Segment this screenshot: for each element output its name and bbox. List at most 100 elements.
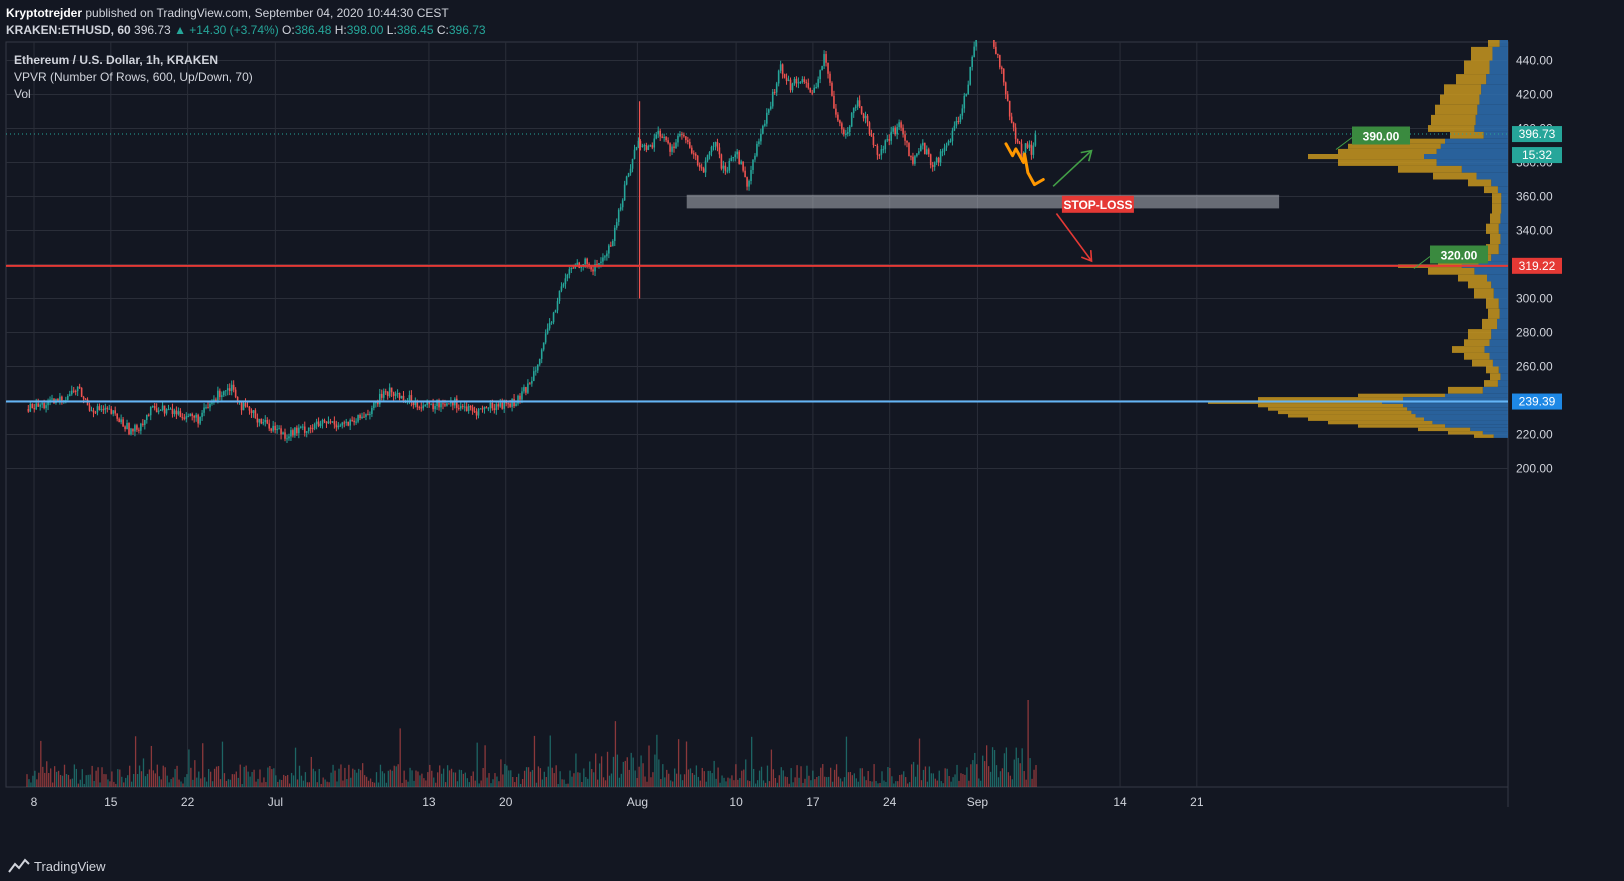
vp-bar-down bbox=[1258, 397, 1403, 401]
volume-bar bbox=[914, 776, 917, 787]
volume-bar bbox=[356, 772, 358, 787]
candle-body bbox=[124, 426, 126, 430]
candle-body bbox=[266, 419, 269, 424]
volume-bar bbox=[397, 764, 399, 787]
candle-body bbox=[931, 164, 934, 167]
candle-body bbox=[390, 387, 393, 393]
bullish-arrow bbox=[1052, 149, 1093, 187]
candle-body bbox=[487, 408, 490, 410]
volume-bar bbox=[111, 771, 113, 787]
y-tick-label: 420.00 bbox=[1516, 88, 1553, 102]
volume-bar bbox=[672, 781, 674, 787]
volume-bar bbox=[926, 781, 929, 787]
vp-bar-down bbox=[1278, 410, 1412, 415]
volume-bar bbox=[377, 782, 380, 787]
volume-bar bbox=[458, 769, 461, 787]
volume-bar bbox=[456, 781, 459, 787]
tradingview-brand[interactable]: TradingView bbox=[34, 859, 106, 874]
volume-bar bbox=[831, 781, 834, 787]
volume-bar bbox=[498, 781, 500, 787]
candle-body bbox=[623, 184, 626, 201]
volume-bar bbox=[531, 770, 534, 787]
volume-bar bbox=[535, 782, 538, 787]
legend-indicator[interactable]: VPVR (Number Of Rows, 600, Up/Down, 70) bbox=[14, 70, 253, 84]
volume-bar bbox=[1029, 758, 1031, 787]
volume-bar bbox=[367, 780, 370, 787]
footer: TradingView bbox=[0, 853, 200, 879]
vp-bar-up bbox=[1482, 431, 1508, 435]
legend-title[interactable]: Ethereum / U.S. Dollar, 1h, KRAKEN bbox=[14, 53, 218, 67]
volume-bar bbox=[1035, 765, 1037, 787]
volume-bar bbox=[395, 766, 397, 787]
candle-body bbox=[829, 73, 831, 83]
ohlc-line: KRAKEN:ETHUSD, 60 396.73 ▲ +14.30 (+3.74… bbox=[6, 23, 486, 37]
candle-body bbox=[90, 410, 93, 412]
volume-bar bbox=[358, 768, 360, 787]
candle-body bbox=[126, 422, 128, 430]
candle-body bbox=[469, 405, 472, 408]
volume-bar bbox=[419, 775, 421, 787]
candle-body bbox=[600, 261, 602, 263]
vp-bar-down bbox=[1440, 94, 1480, 105]
volume-bar bbox=[148, 769, 151, 787]
x-tick-label: 8 bbox=[31, 795, 38, 809]
candle-body bbox=[76, 386, 79, 392]
volume-bar bbox=[656, 734, 658, 787]
legend-volume[interactable]: Vol bbox=[14, 87, 31, 101]
volume-bar bbox=[466, 778, 468, 787]
volume-bar bbox=[103, 774, 105, 787]
stop-loss-badge bbox=[1061, 195, 1134, 213]
candle-body bbox=[272, 425, 274, 431]
x-tick-label: 13 bbox=[422, 795, 436, 809]
volume-bar bbox=[960, 773, 962, 787]
candle-body bbox=[683, 134, 685, 137]
vp-bar-up bbox=[1479, 94, 1508, 105]
volume-bar bbox=[152, 770, 155, 787]
candle-body bbox=[262, 421, 265, 424]
volume-bar bbox=[1013, 759, 1015, 787]
candle-body bbox=[165, 409, 168, 414]
candle-body bbox=[560, 286, 563, 291]
candle-body bbox=[463, 406, 466, 408]
candle-body bbox=[515, 403, 517, 407]
vp-bar-up bbox=[1476, 172, 1508, 180]
volume-bar bbox=[877, 783, 879, 787]
volume-bar bbox=[170, 779, 172, 787]
volume-bar bbox=[677, 739, 680, 787]
candle-body bbox=[918, 151, 920, 154]
candle-body bbox=[327, 421, 330, 424]
candle-body bbox=[37, 403, 39, 407]
volume-bar bbox=[695, 765, 698, 787]
volume-bar bbox=[662, 764, 664, 787]
volume-bar bbox=[431, 770, 433, 787]
candle-body bbox=[523, 387, 525, 392]
candle-body bbox=[412, 401, 415, 406]
candle-body bbox=[215, 399, 217, 401]
candle-body bbox=[521, 391, 523, 400]
author-name[interactable]: Kryptotrejder bbox=[6, 6, 83, 20]
candle-body bbox=[410, 395, 413, 402]
vp-bar-down bbox=[1288, 414, 1416, 418]
volume-bar bbox=[121, 776, 123, 787]
candle-body bbox=[619, 207, 622, 210]
candle-body bbox=[858, 100, 861, 107]
volume-bar bbox=[972, 760, 974, 787]
chart-header: Kryptotrejder published on TradingView.c… bbox=[0, 0, 1624, 40]
volume-bar bbox=[774, 777, 777, 787]
volume-bar bbox=[300, 775, 303, 787]
candle-body bbox=[586, 258, 588, 264]
candle-body bbox=[292, 430, 294, 436]
candle-body bbox=[621, 200, 624, 208]
candle-body bbox=[78, 386, 81, 388]
volume-bar bbox=[142, 758, 145, 787]
volume-bar bbox=[464, 772, 467, 787]
volume-bar bbox=[654, 754, 656, 787]
volume-bar bbox=[727, 777, 729, 787]
volume-bar bbox=[65, 774, 68, 787]
volume-bar bbox=[944, 768, 946, 787]
volume-bar bbox=[221, 741, 224, 787]
volume-bar bbox=[982, 755, 984, 787]
candle-body bbox=[315, 421, 318, 425]
bullish-arrow-shaft bbox=[1052, 150, 1093, 187]
